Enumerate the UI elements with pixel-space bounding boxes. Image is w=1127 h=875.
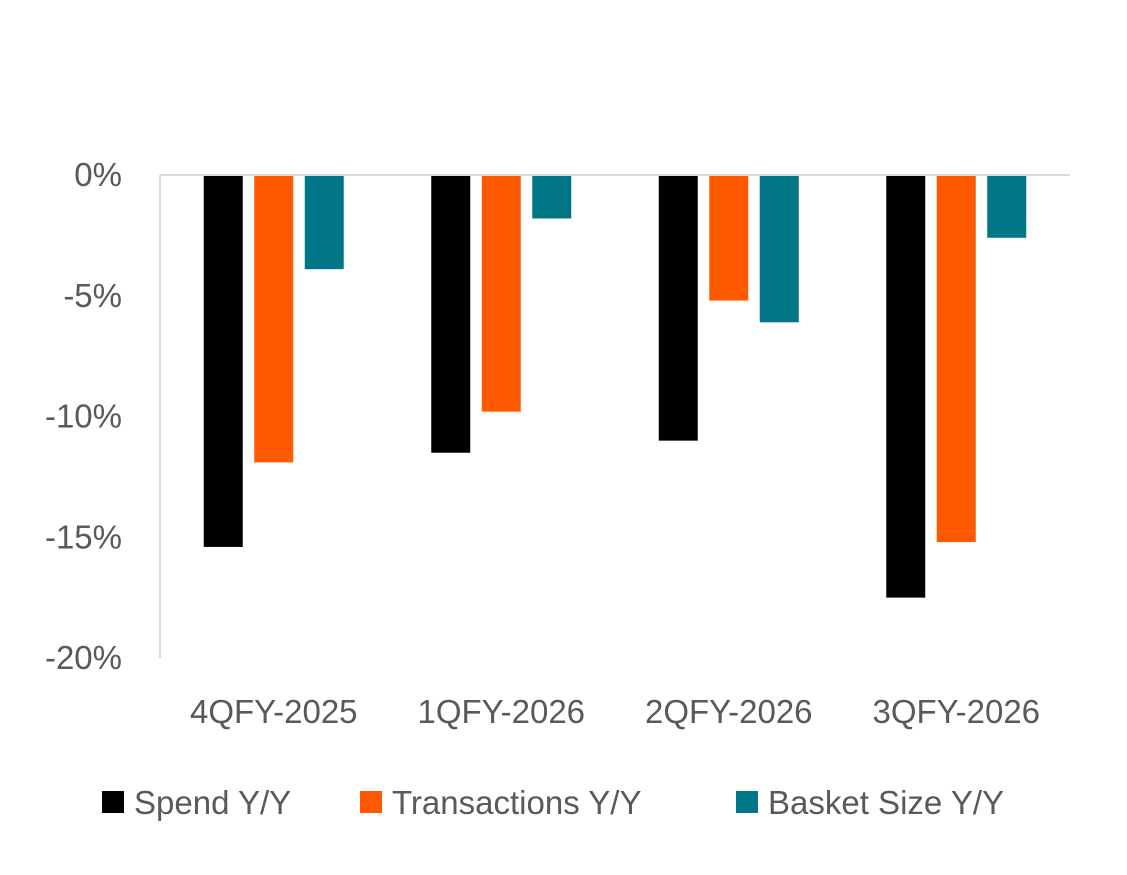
legend: Spend Y/Y Transactions Y/Y Basket Size Y/Y bbox=[102, 784, 1004, 821]
x-tick-label: 1QFY-2026 bbox=[417, 693, 585, 730]
y-tick-label: -15% bbox=[45, 518, 122, 555]
legend-item: Basket Size Y/Y bbox=[736, 784, 1004, 821]
x-tick-label: 2QFY-2026 bbox=[645, 693, 813, 730]
bar-spend-y-y-1qfy-2026 bbox=[431, 175, 471, 453]
x-tick-label: 4QFY-2025 bbox=[190, 693, 358, 730]
legend-swatch bbox=[736, 791, 758, 813]
legend-swatch bbox=[360, 791, 382, 813]
bar-spend-y-y-3qfy-2026 bbox=[886, 175, 926, 598]
x-tick-label: 3QFY-2026 bbox=[872, 693, 1040, 730]
legend-label: Transactions Y/Y bbox=[392, 784, 641, 821]
y-axis: 0% -5% -10% -15% -20% bbox=[45, 156, 161, 676]
plot-area bbox=[203, 175, 1027, 598]
bar-transactions-y-y-2qfy-2026 bbox=[709, 175, 749, 301]
bar-basket-size-y-y-1qfy-2026 bbox=[532, 175, 572, 219]
bar-basket-size-y-y-4qfy-2025 bbox=[304, 175, 344, 270]
legend-item: Spend Y/Y bbox=[102, 784, 291, 821]
legend-item: Transactions Y/Y bbox=[360, 784, 641, 821]
bar-basket-size-y-y-3qfy-2026 bbox=[987, 175, 1027, 238]
y-tick-label: -20% bbox=[45, 639, 122, 676]
bar-transactions-y-y-1qfy-2026 bbox=[481, 175, 521, 412]
y-tick-label: 0% bbox=[74, 156, 122, 193]
x-axis: 4QFY-2025 1QFY-2026 2QFY-2026 3QFY-2026 bbox=[160, 174, 1070, 730]
bar-spend-y-y-4qfy-2025 bbox=[203, 175, 243, 547]
legend-label: Basket Size Y/Y bbox=[768, 784, 1004, 821]
y-tick-label: -5% bbox=[63, 277, 122, 314]
legend-label: Spend Y/Y bbox=[134, 784, 291, 821]
bar-transactions-y-y-4qfy-2025 bbox=[254, 175, 294, 463]
bar-transactions-y-y-3qfy-2026 bbox=[936, 175, 976, 543]
bar-basket-size-y-y-2qfy-2026 bbox=[759, 175, 799, 323]
legend-swatch bbox=[102, 791, 124, 813]
y-tick-label: -10% bbox=[45, 398, 122, 435]
bar-spend-y-y-2qfy-2026 bbox=[658, 175, 698, 441]
